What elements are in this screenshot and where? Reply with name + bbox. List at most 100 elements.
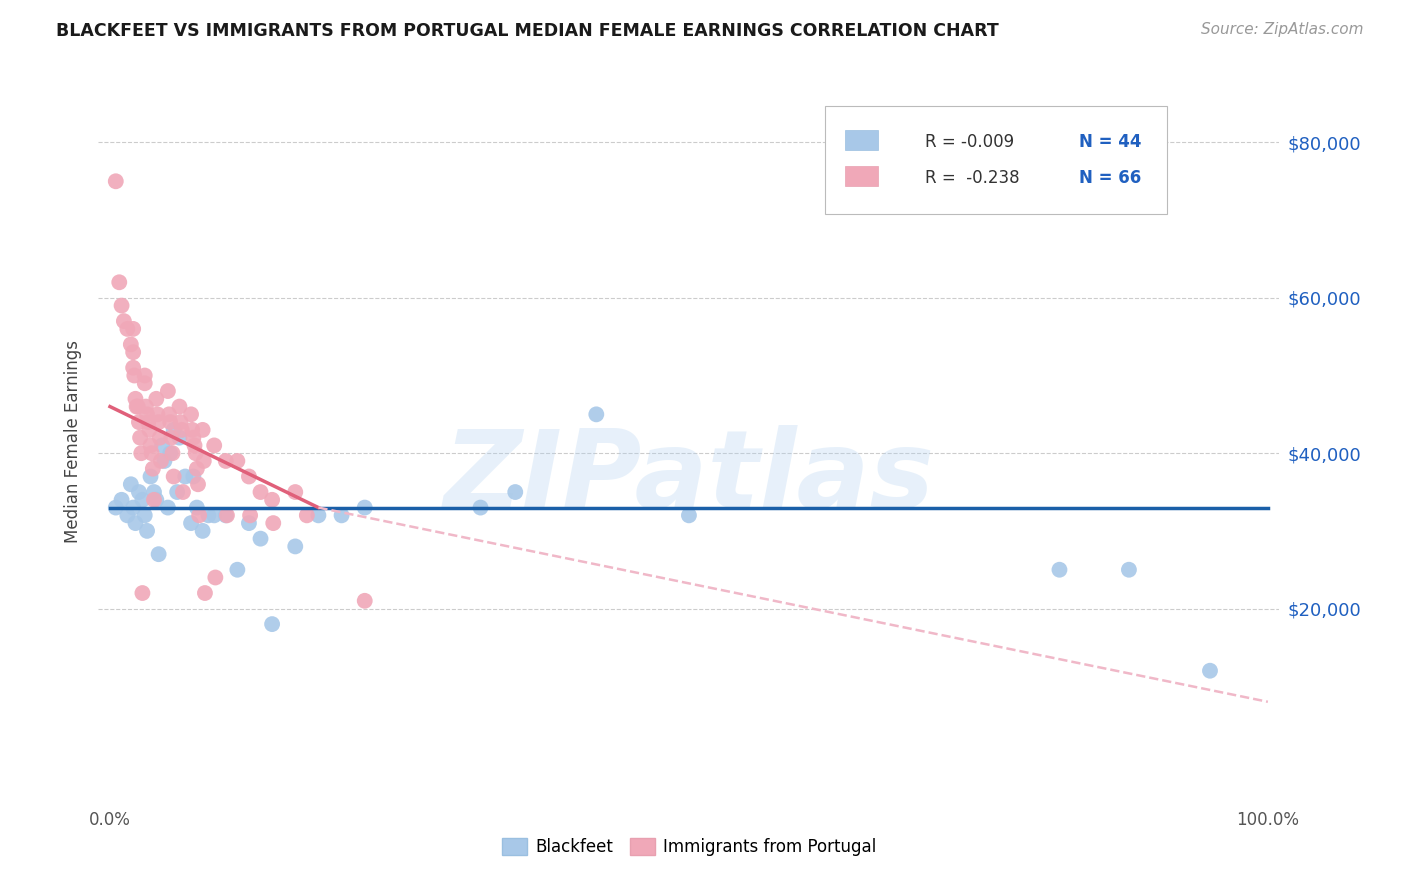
Point [124, 368, 146, 383]
Point [186, 461, 208, 475]
Point [183, 431, 205, 445]
Point [110, 299, 132, 313]
Point [169, 400, 191, 414]
Point [166, 485, 188, 500]
Point [186, 500, 208, 515]
FancyBboxPatch shape [845, 166, 877, 186]
Point [143, 485, 166, 500]
Point [353, 594, 375, 608]
Point [138, 423, 160, 437]
Point [215, 508, 238, 523]
Point [187, 477, 209, 491]
Point [117, 322, 139, 336]
Point [249, 485, 271, 500]
Point [503, 485, 526, 500]
Point [180, 408, 202, 422]
Point [202, 508, 225, 523]
Point [202, 438, 225, 452]
Point [162, 446, 184, 460]
Point [1118, 563, 1140, 577]
Point [149, 431, 172, 445]
Point [307, 508, 329, 523]
Point [148, 547, 170, 561]
Point [239, 508, 262, 523]
Point [122, 322, 145, 336]
Point [134, 376, 156, 391]
Point [238, 469, 260, 483]
Point [183, 469, 205, 483]
Point [139, 438, 162, 452]
Point [262, 516, 284, 530]
Point [128, 485, 150, 500]
Point [170, 423, 193, 437]
Point [129, 446, 152, 460]
Point [249, 532, 271, 546]
Point [159, 415, 181, 429]
Point [169, 415, 191, 429]
Point [174, 469, 197, 483]
Point [136, 408, 159, 422]
Point [136, 524, 159, 538]
Point [146, 408, 169, 422]
Point [226, 454, 249, 468]
Text: ZIPatlas: ZIPatlas [443, 425, 935, 531]
Point [148, 415, 170, 429]
Point [156, 500, 179, 515]
Point [136, 415, 159, 429]
Point [183, 438, 205, 452]
Point [181, 423, 204, 437]
Point [191, 524, 214, 538]
Point [215, 508, 238, 523]
Point [159, 446, 181, 460]
Point [184, 446, 207, 460]
Point [172, 485, 194, 500]
Point [163, 423, 186, 437]
Point [585, 408, 607, 422]
Point [353, 500, 375, 515]
Point [120, 477, 142, 491]
Point [204, 570, 226, 584]
Point [163, 469, 186, 483]
Text: R = -0.009: R = -0.009 [925, 133, 1014, 151]
Point [129, 431, 152, 445]
Point [104, 500, 127, 515]
Point [160, 431, 183, 445]
Point [120, 337, 142, 351]
Point [117, 508, 139, 523]
Point [110, 492, 132, 507]
Point [180, 516, 202, 530]
Point [226, 563, 249, 577]
Point [135, 400, 157, 414]
Text: BLACKFEET VS IMMIGRANTS FROM PORTUGAL MEDIAN FEMALE EARNINGS CORRELATION CHART: BLACKFEET VS IMMIGRANTS FROM PORTUGAL ME… [56, 22, 1000, 40]
Point [156, 384, 179, 398]
Point [142, 461, 165, 475]
Point [1049, 563, 1071, 577]
Point [284, 485, 307, 500]
Point [145, 492, 167, 507]
Point [262, 492, 284, 507]
Point [678, 508, 700, 523]
Point [122, 500, 145, 515]
Point [197, 508, 219, 523]
Point [134, 508, 156, 523]
Point [124, 392, 146, 406]
Point [284, 540, 307, 554]
Legend: Blackfeet, Immigrants from Portugal: Blackfeet, Immigrants from Portugal [495, 831, 883, 863]
Point [295, 508, 318, 523]
Point [194, 586, 217, 600]
Point [141, 446, 163, 460]
Point [188, 508, 211, 523]
Point [149, 454, 172, 468]
Point [131, 492, 153, 507]
Y-axis label: Median Female Earnings: Median Female Earnings [65, 340, 83, 543]
Point [145, 392, 167, 406]
FancyBboxPatch shape [825, 105, 1167, 214]
Point [125, 400, 148, 414]
Point [143, 492, 166, 507]
Point [104, 174, 127, 188]
Text: N = 66: N = 66 [1078, 169, 1140, 186]
Text: Source: ZipAtlas.com: Source: ZipAtlas.com [1201, 22, 1364, 37]
Point [108, 275, 131, 289]
Point [238, 516, 260, 530]
Point [139, 469, 162, 483]
